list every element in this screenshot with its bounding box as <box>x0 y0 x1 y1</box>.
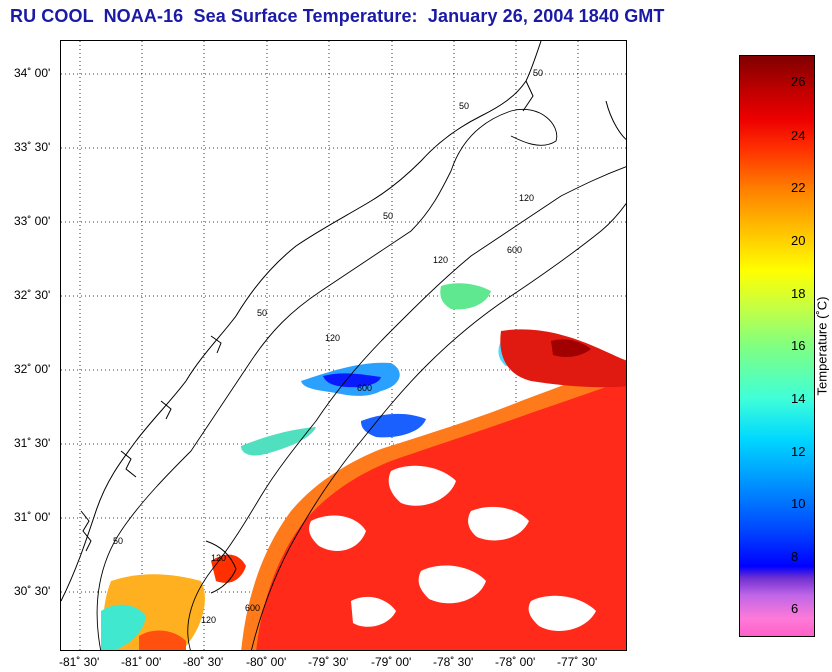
coastline <box>61 41 626 602</box>
lat-label-32-30: 32˚ 30' <box>14 288 51 302</box>
isobath-label-120-a: 120 <box>519 193 534 203</box>
colorbar-tick-8: 8 <box>791 549 799 564</box>
colorbar-tick-22: 22 <box>791 180 806 195</box>
colorbar-tick-10: 10 <box>791 496 806 511</box>
lat-label-33-00: 33˚ 00' <box>14 214 51 228</box>
isobath-label-600-b: 600 <box>357 383 372 393</box>
lon-label-79-30: -79˚ 30' <box>308 655 349 669</box>
colorbar-tick-16: 16 <box>791 338 806 353</box>
isobath-600m <box>251 203 626 650</box>
map-canvas: 50 50 50 50 50 120 120 120 120 120 600 6… <box>61 41 626 650</box>
lon-label-81-00: -81˚ 00' <box>121 655 162 669</box>
temperature-colorbar <box>739 55 815 637</box>
lat-label-31-30: 31˚ 30' <box>14 436 51 450</box>
isobath-120m <box>187 166 626 650</box>
isobath-label-50-a: 50 <box>533 68 543 78</box>
isobath-label-50-b: 50 <box>459 101 469 111</box>
colorbar-tick-20: 20 <box>791 233 806 248</box>
isobath-label-120-d: 120 <box>211 553 226 563</box>
isobath-label-600-a: 600 <box>507 245 522 255</box>
isobath-label-50-e: 50 <box>113 536 123 546</box>
lon-label-79-00: -79˚ 00' <box>371 655 412 669</box>
lon-label-78-30: -78˚ 30' <box>433 655 474 669</box>
lon-label-80-30: -80˚ 30' <box>183 655 224 669</box>
isobath-label-600-c: 600 <box>245 603 260 613</box>
isobath-label-120-c: 120 <box>325 333 340 343</box>
colorbar-tick-6: 6 <box>791 601 799 616</box>
isobath-label-50-d: 50 <box>257 308 267 318</box>
map-area: 50 50 50 50 50 120 120 120 120 120 600 6… <box>60 40 627 651</box>
sst-gulf-stream-warm-water <box>139 329 626 650</box>
lon-label-80-00: -80˚ 00' <box>246 655 287 669</box>
colorbar-tick-12: 12 <box>791 444 806 459</box>
isobath-label-120-b: 120 <box>433 255 448 265</box>
lat-label-33-30: 33˚ 30' <box>14 140 51 154</box>
lat-label-34-00: 34˚ 00' <box>14 66 51 80</box>
lon-label-78-00: -78˚ 00' <box>495 655 536 669</box>
lon-label-81-30: -81˚ 30' <box>59 655 100 669</box>
colorbar-tick-14: 14 <box>791 391 806 406</box>
lat-label-31-00: 31˚ 00' <box>14 510 51 524</box>
isobath-labels: 50 50 50 50 50 120 120 120 120 120 600 6… <box>113 68 543 625</box>
colorbar-tick-26: 26 <box>791 74 806 89</box>
isobath-label-120-e: 120 <box>201 615 216 625</box>
lat-label-32-00: 32˚ 00' <box>14 362 51 376</box>
lon-label-77-30: -77˚ 30' <box>557 655 598 669</box>
colorbar-tick-18: 18 <box>791 286 806 301</box>
colorbar-tick-24: 24 <box>791 128 806 143</box>
cloud-gaps <box>309 465 596 631</box>
figure-title: RU COOL NOAA-16 Sea Surface Temperature:… <box>10 6 665 26</box>
lat-label-30-30: 30˚ 30' <box>14 584 51 598</box>
colorbar-title: Temperature (˚C) <box>814 296 830 396</box>
isobath-50m <box>96 108 558 650</box>
isobath-label-50-c: 50 <box>383 211 393 221</box>
